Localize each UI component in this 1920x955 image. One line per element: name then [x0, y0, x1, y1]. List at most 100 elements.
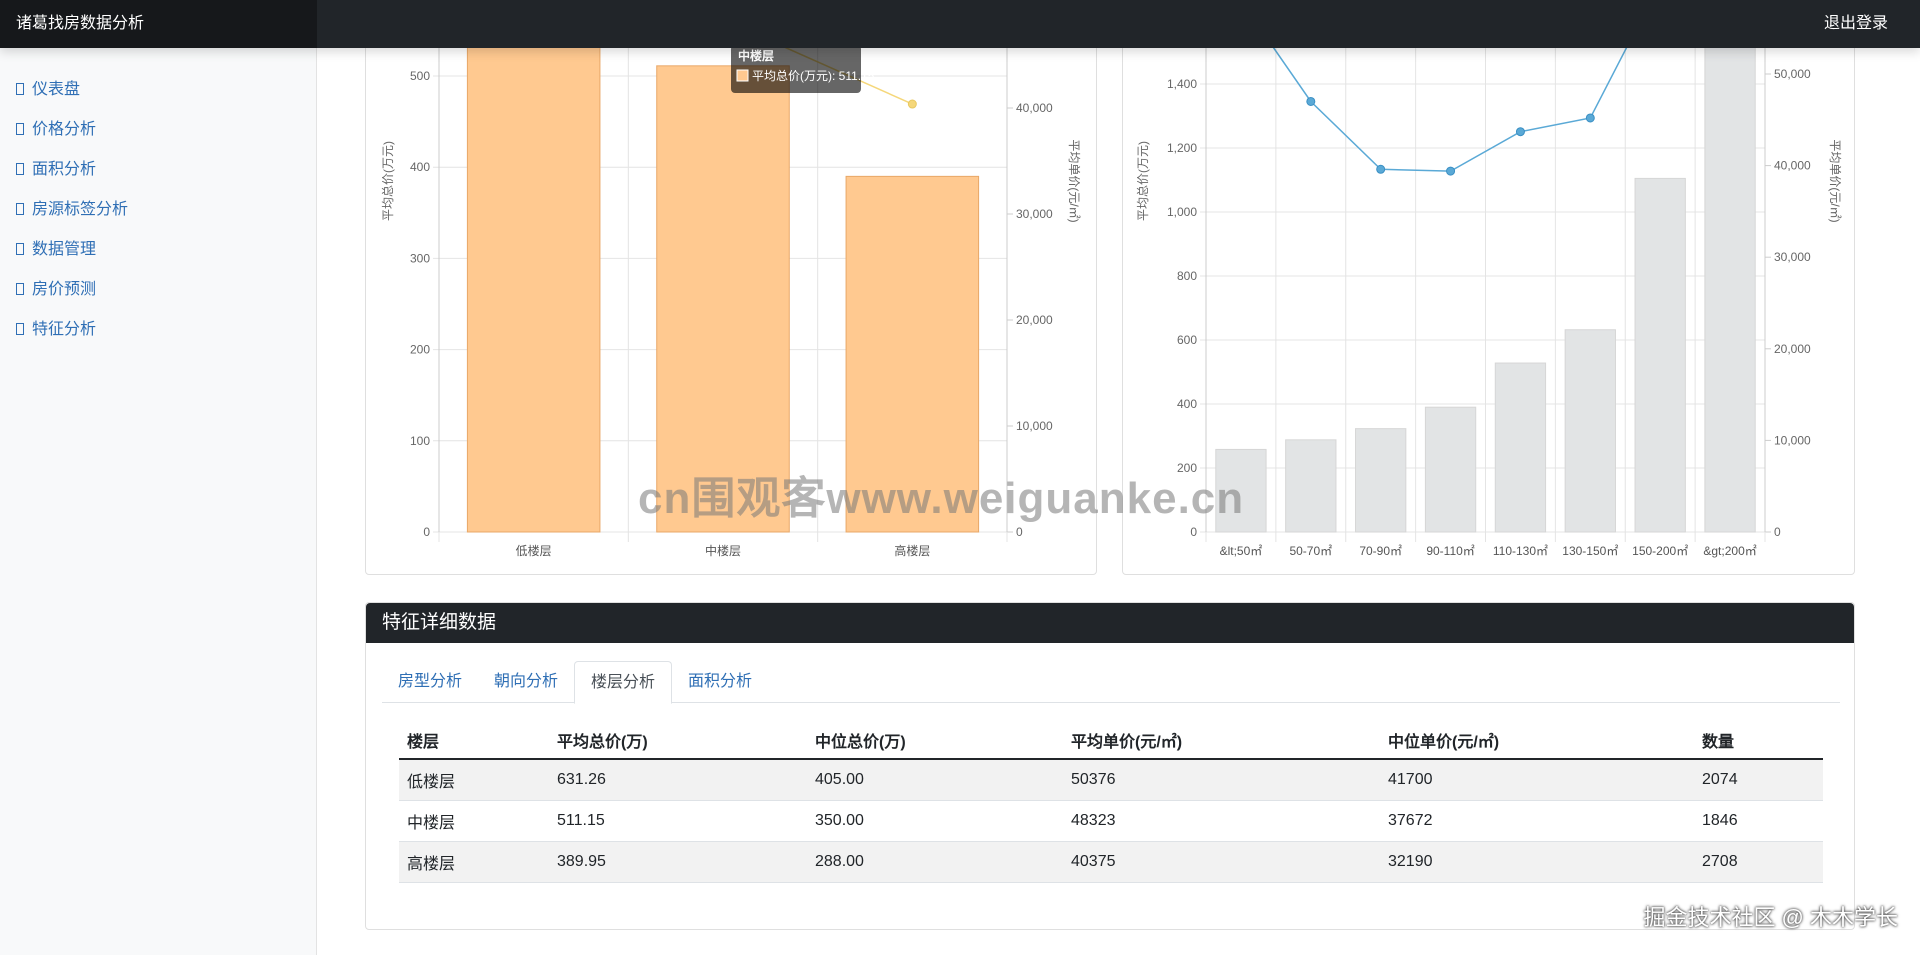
tooltip-swatch: [736, 69, 749, 82]
x-tick-label: 130-150㎡: [1562, 544, 1618, 558]
line-point[interactable]: [1515, 127, 1525, 137]
sidebar-item-label: 面积分析: [32, 161, 97, 178]
app-title[interactable]: 诸葛找房数据分析: [0, 0, 317, 48]
sidebar-item-4[interactable]: 数据管理: [0, 230, 316, 270]
table-cell: 350.00: [807, 800, 1063, 842]
table-cell: 低楼层: [399, 759, 549, 801]
y-tick-label: 100: [410, 434, 430, 448]
sidebar-item-label: 房源标签分析: [32, 201, 129, 218]
y-tick-label: 200: [1177, 461, 1197, 475]
bar[interactable]: [1215, 448, 1267, 533]
tab-2[interactable]: 楼层分析: [574, 661, 673, 704]
sidebar-item-3[interactable]: 房源标签分析: [0, 190, 316, 230]
y-tick-label: 200: [410, 343, 430, 357]
tab-0[interactable]: 房型分析: [398, 673, 463, 690]
sidebar-item-1[interactable]: 价格分析: [0, 110, 316, 150]
table-cell: 1846: [1694, 800, 1823, 842]
x-tick-label: 低楼层: [516, 543, 552, 558]
y-tick-label: 1,400: [1167, 77, 1197, 91]
floor-price-chart[interactable]: 0 100 200 300 400 500 0 10,000 20,000 30,000 40,00…: [366, 0, 1098, 576]
bar[interactable]: [1424, 406, 1477, 533]
floor-chart-card: 0 100 200 300 400 500 0 10,000 20,000 30,000 40,00…: [365, 0, 1097, 575]
sidebar-item-0[interactable]: 仪表盘: [0, 70, 316, 110]
y-tick-label: 500: [410, 69, 430, 83]
table-cell: 288.00: [807, 841, 1063, 883]
x-tick-label: 中楼层: [705, 543, 741, 558]
bar[interactable]: [1704, 0, 1756, 533]
sidebar-item-label: 仪表盘: [32, 81, 81, 98]
feature-details-card: 特征详细数据 房型分析 朝向分析 楼层分析 面积分析 楼层 平均总价(万) 中位总价(万)…: [365, 602, 1855, 930]
line-point[interactable]: [1585, 113, 1595, 123]
top-navbar: 诸葛找房数据分析 退出登录: [0, 0, 1920, 48]
sidebar-item-6[interactable]: 特征分析: [0, 310, 316, 350]
juejin-watermark: 掘金技术社区 @ 木木学长: [1643, 905, 1898, 930]
line-point[interactable]: [1306, 96, 1316, 106]
sidebar-item-2[interactable]: 面积分析: [0, 150, 316, 190]
tooltip-title: 中楼层: [738, 48, 774, 63]
bar[interactable]: [1494, 362, 1547, 533]
sidebar-item-5[interactable]: 房价预测: [0, 270, 316, 310]
y2-tick-label: 20,000: [1016, 313, 1053, 327]
table-cell: 高楼层: [399, 841, 549, 883]
bar[interactable]: [1285, 439, 1337, 533]
bar[interactable]: [845, 175, 980, 533]
y2-tick-label: 0: [1774, 525, 1781, 539]
menu-icon: [16, 243, 24, 255]
x-tick-label: 50-70㎡: [1289, 544, 1332, 558]
area-price-chart[interactable]: 0 200 400 600 800 1,000 1,200 1,400 0 10,000 20,00…: [1123, 0, 1856, 576]
x-tick-label: 90-110㎡: [1426, 544, 1474, 558]
x-tick-label: 110-130㎡: [1493, 544, 1548, 558]
table-cell: 37672: [1380, 800, 1694, 842]
sidebar-item-label: 数据管理: [32, 241, 97, 258]
bar[interactable]: [656, 65, 790, 533]
table-cell: 中楼层: [399, 800, 549, 842]
table-cell: 50376: [1063, 759, 1380, 801]
y-tick-label: 300: [410, 251, 430, 265]
menu-icon: [16, 323, 24, 335]
menu-icon: [16, 203, 24, 215]
details-tabs: 房型分析 朝向分析 楼层分析 面积分析: [382, 661, 1840, 704]
line-point[interactable]: [907, 99, 917, 109]
menu-icon: [16, 83, 24, 95]
line-point[interactable]: [1376, 164, 1386, 174]
bar[interactable]: [1564, 329, 1616, 533]
sidebar: 仪表盘价格分析面积分析房源标签分析 数据管理房价预测 特征分析: [0, 48, 317, 955]
tab-1[interactable]: 朝向分析: [494, 673, 559, 690]
y2-tick-label: 10,000: [1016, 419, 1053, 433]
menu-icon: [16, 123, 24, 135]
table-cell: 48323: [1063, 800, 1380, 842]
table-row: 中楼层 511.15 350.00 48323 37672 1846: [399, 800, 1823, 842]
y2-tick-label: 50,000: [1774, 67, 1811, 81]
column-header: 平均总价(万): [549, 721, 807, 760]
column-header: 楼层: [399, 721, 549, 760]
x-tick-label: 70-90㎡: [1359, 544, 1402, 558]
details-title: 特征详细数据: [366, 603, 1854, 643]
x-tick-label: 高楼层: [894, 543, 930, 558]
y2-tick-label: 20,000: [1774, 342, 1811, 356]
y2-axis-title: 平均单价(元/㎡): [1828, 139, 1842, 222]
area-chart-card: 0 200 400 600 800 1,000 1,200 1,400 0 10,000 20,00…: [1122, 0, 1855, 575]
tab-3[interactable]: 面积分析: [688, 673, 753, 690]
column-header: 数量: [1694, 721, 1823, 760]
table-cell: 41700: [1380, 759, 1694, 801]
y2-tick-label: 40,000: [1016, 101, 1053, 115]
bar[interactable]: [1634, 177, 1686, 533]
column-header: 平均单价(元/㎡): [1063, 721, 1380, 760]
table-cell: 2074: [1694, 759, 1823, 801]
column-header: 中位单价(元/㎡): [1380, 721, 1694, 760]
logout-link[interactable]: 退出登录: [1823, 15, 1888, 32]
bar[interactable]: [1355, 428, 1407, 533]
y-tick-label: 400: [1177, 397, 1197, 411]
y-tick-label: 600: [1177, 333, 1197, 347]
menu-icon: [16, 163, 24, 175]
y2-tick-label: 0: [1016, 525, 1023, 539]
table-cell: 405.00: [807, 759, 1063, 801]
line-point[interactable]: [1446, 166, 1456, 176]
y-tick-label: 0: [1190, 525, 1197, 539]
y-tick-label: 400: [410, 160, 430, 174]
sidebar-item-label: 价格分析: [32, 121, 97, 138]
bar[interactable]: [466, 0, 601, 533]
y2-tick-label: 30,000: [1774, 250, 1811, 264]
table-cell: 389.95: [549, 841, 807, 883]
y-tick-label: 1,200: [1167, 141, 1197, 155]
